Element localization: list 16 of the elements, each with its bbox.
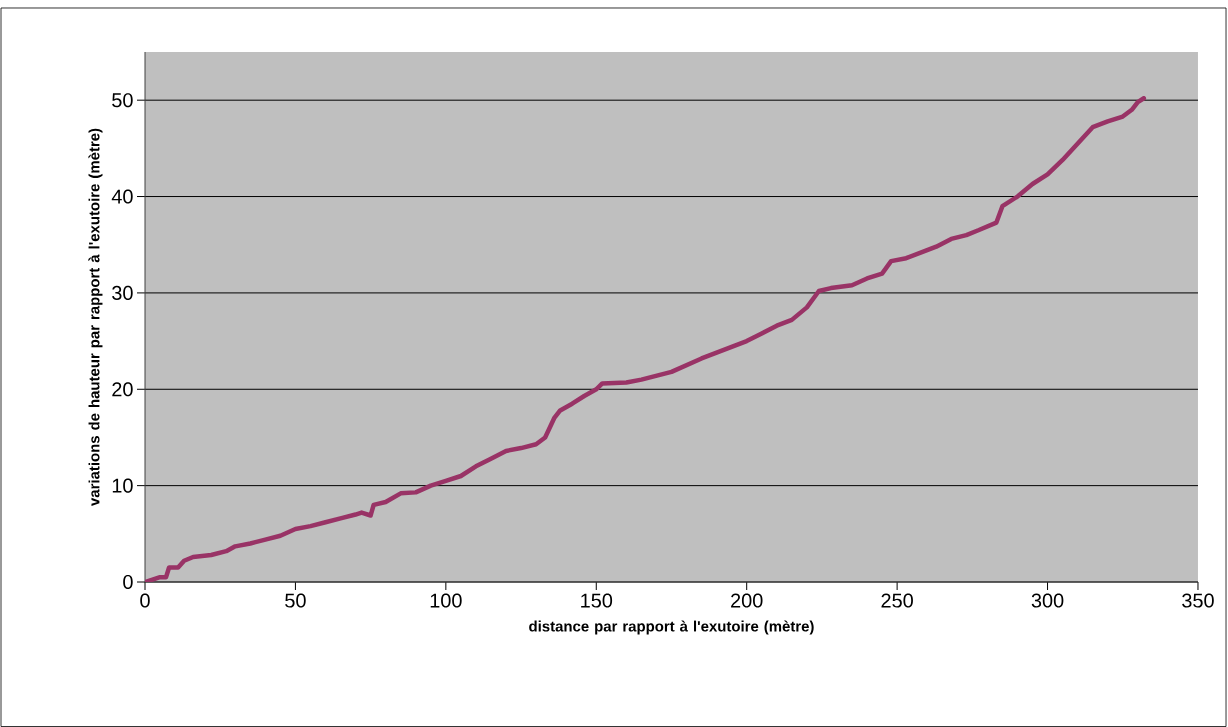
- x-tick-label: 300: [1031, 593, 1064, 608]
- x-tick-label: 150: [581, 593, 613, 608]
- y-axis-title: variations de hauteur par rapport à l'exutoire (mètre): [88, 128, 103, 506]
- y-tick-label: 50: [112, 93, 133, 108]
- x-tick-label: 350: [1182, 593, 1214, 608]
- y-tick-label: 10: [112, 478, 133, 493]
- x-tick-label: 250: [881, 593, 913, 608]
- x-tick-label: 50: [285, 593, 306, 608]
- y-tick-label: 40: [111, 189, 133, 204]
- x-tick-label: 0: [140, 593, 150, 608]
- y-tick-label: 30: [112, 285, 133, 300]
- y-tick-label: 20: [112, 382, 133, 397]
- x-tick-label: 100: [430, 593, 462, 608]
- x-tick-label: 200: [731, 593, 763, 608]
- x-axis-title: distance par rapport à l'exutoire (mètre): [529, 620, 814, 635]
- y-tick-label: 0: [123, 574, 133, 590]
